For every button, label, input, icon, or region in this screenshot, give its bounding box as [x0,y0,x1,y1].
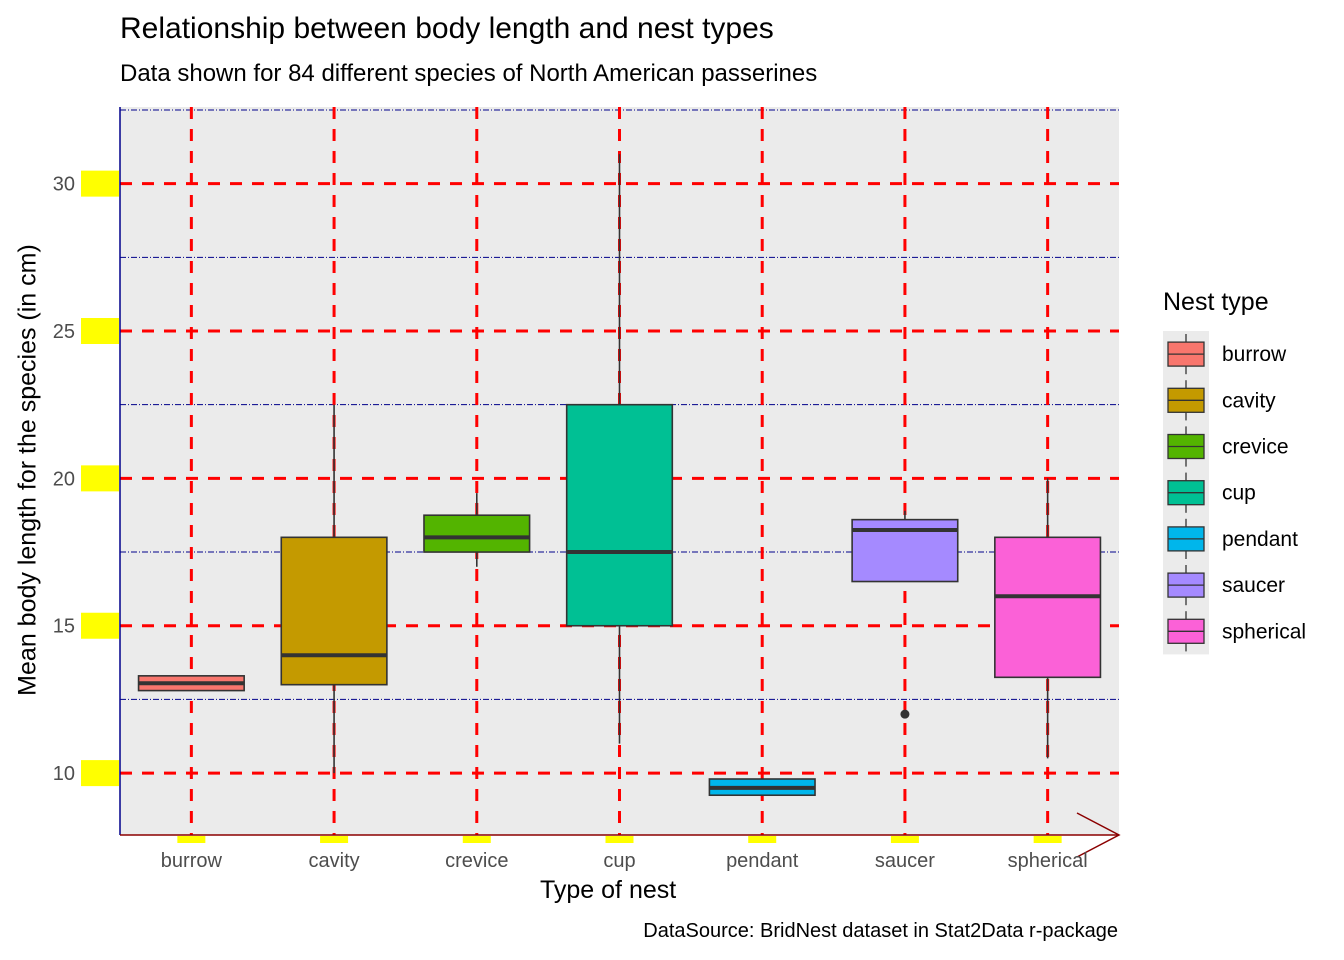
box-body [565,403,674,627]
legend-label: saucer [1222,574,1285,597]
y-tick-mark [81,465,119,492]
chart-title: Relationship between body length and nes… [120,12,774,45]
legend-item-crevice: crevice [1167,426,1289,467]
legend-item-spherical: spherical [1167,611,1306,652]
x-tick-label: cavity [309,850,360,872]
legend-item-burrow: burrow [1167,334,1287,375]
box-burrow [137,675,245,692]
outlier-point [900,709,910,719]
box-body [423,514,531,553]
legend-item-pendant: pendant [1167,518,1298,559]
y-tick-label: 15 [53,616,75,638]
y-tick-label: 20 [53,468,75,490]
x-tick-label: pendant [726,850,799,872]
x-tick-mark [890,836,919,843]
box-crevice [423,493,531,567]
x-tick-mark [177,836,206,843]
x-tick-label: saucer [875,850,935,872]
y-tick-mark [81,170,119,197]
x-tick-mark [605,836,634,843]
legend-label: burrow [1222,343,1287,366]
box-pendant [708,778,816,797]
legend-label: spherical [1222,620,1306,643]
legend-title: Nest type [1163,288,1269,316]
legend-label: cup [1222,482,1256,505]
legend-item-cup: cup [1167,472,1256,513]
x-axis-label: Type of nest [540,876,677,904]
chart-caption: DataSource: BridNest dataset in Stat2Dat… [643,920,1118,942]
box-spherical [994,478,1102,759]
box-body [280,536,388,686]
x-tick-label: spherical [1008,850,1088,872]
x-tick-mark [1033,836,1062,843]
legend-label: cavity [1222,389,1276,412]
x-tick-mark [748,836,777,843]
y-tick-label: 10 [53,763,75,785]
legend-item-saucer: saucer [1167,565,1285,606]
y-tick-mark [81,318,119,344]
legend-label: crevice [1222,436,1289,459]
x-tick-label: crevice [445,850,508,872]
box-saucer [851,510,959,719]
legend-item-cavity: cavity [1167,380,1276,421]
x-tick-label: burrow [161,850,223,872]
y-tick-mark [81,760,119,787]
x-tick-mark [462,836,491,843]
y-tick-mark [81,612,119,639]
x-tick-mark [320,836,349,843]
box-cup [565,154,674,744]
y-tick-label: 25 [53,321,75,343]
box-body [994,536,1102,679]
x-tick-label: cup [603,850,635,872]
legend-label: pendant [1222,528,1298,551]
chart-subtitle: Data shown for 84 different species of N… [120,60,818,87]
box-cavity [280,404,388,774]
y-tick-label: 30 [53,174,75,196]
x-axis-arrowhead [1076,812,1121,858]
